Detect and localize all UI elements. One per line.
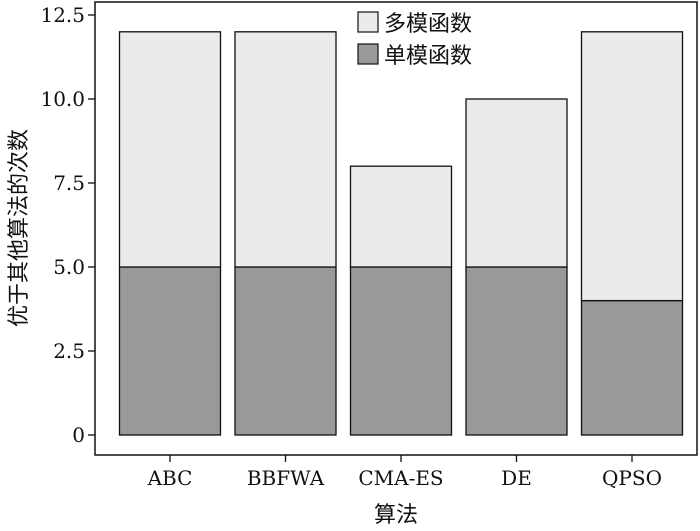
y-tick-label: 5.0 bbox=[53, 255, 85, 279]
x-tick-label-de: DE bbox=[501, 466, 532, 490]
y-tick-label: 0 bbox=[72, 423, 85, 447]
plot-frame bbox=[94, 1, 698, 456]
y-tick-label: 10.0 bbox=[40, 87, 85, 111]
x-tick-label-bbfwa: BBFWA bbox=[247, 466, 325, 490]
bar-cma-es-series-0 bbox=[349, 266, 453, 436]
x-axis: ABC BBFWA CMA-ES DE QPSO bbox=[147, 455, 662, 490]
bar-de-series-1 bbox=[465, 98, 568, 268]
y-tick-label: 12.5 bbox=[40, 3, 85, 27]
legend-swatch-series-1 bbox=[357, 11, 379, 33]
bar-bbfwa-series-1 bbox=[234, 31, 337, 268]
y-tick-label: 2.5 bbox=[53, 339, 85, 363]
bar-abc-series-1 bbox=[118, 31, 222, 268]
x-tick-label-qpso: QPSO bbox=[602, 466, 662, 490]
bars-layer bbox=[118, 31, 684, 436]
y-tick-label: 7.5 bbox=[53, 171, 85, 195]
legend-label-series-1: 多模函数 bbox=[384, 12, 472, 37]
bar-cma-es-series-1 bbox=[349, 165, 453, 268]
y-axis-title: 优于其他算法的次数 bbox=[7, 129, 32, 327]
x-tick-label-abc: ABC bbox=[147, 466, 193, 490]
bar-de-series-0 bbox=[465, 266, 568, 436]
legend-swatch-series-0 bbox=[357, 43, 379, 65]
bar-bbfwa-series-0 bbox=[234, 266, 337, 436]
x-tick-label-cma-es: CMA-ES bbox=[358, 466, 443, 490]
x-axis-title: 算法 bbox=[374, 503, 418, 528]
y-axis: 0 2.5 5.0 7.5 10.0 12.5 bbox=[40, 3, 95, 447]
bar-qpso-series-1 bbox=[580, 31, 684, 302]
bar-qpso-series-0 bbox=[580, 299, 684, 436]
legend-label-series-0: 单模函数 bbox=[384, 44, 472, 69]
bar-abc-series-0 bbox=[118, 266, 222, 436]
